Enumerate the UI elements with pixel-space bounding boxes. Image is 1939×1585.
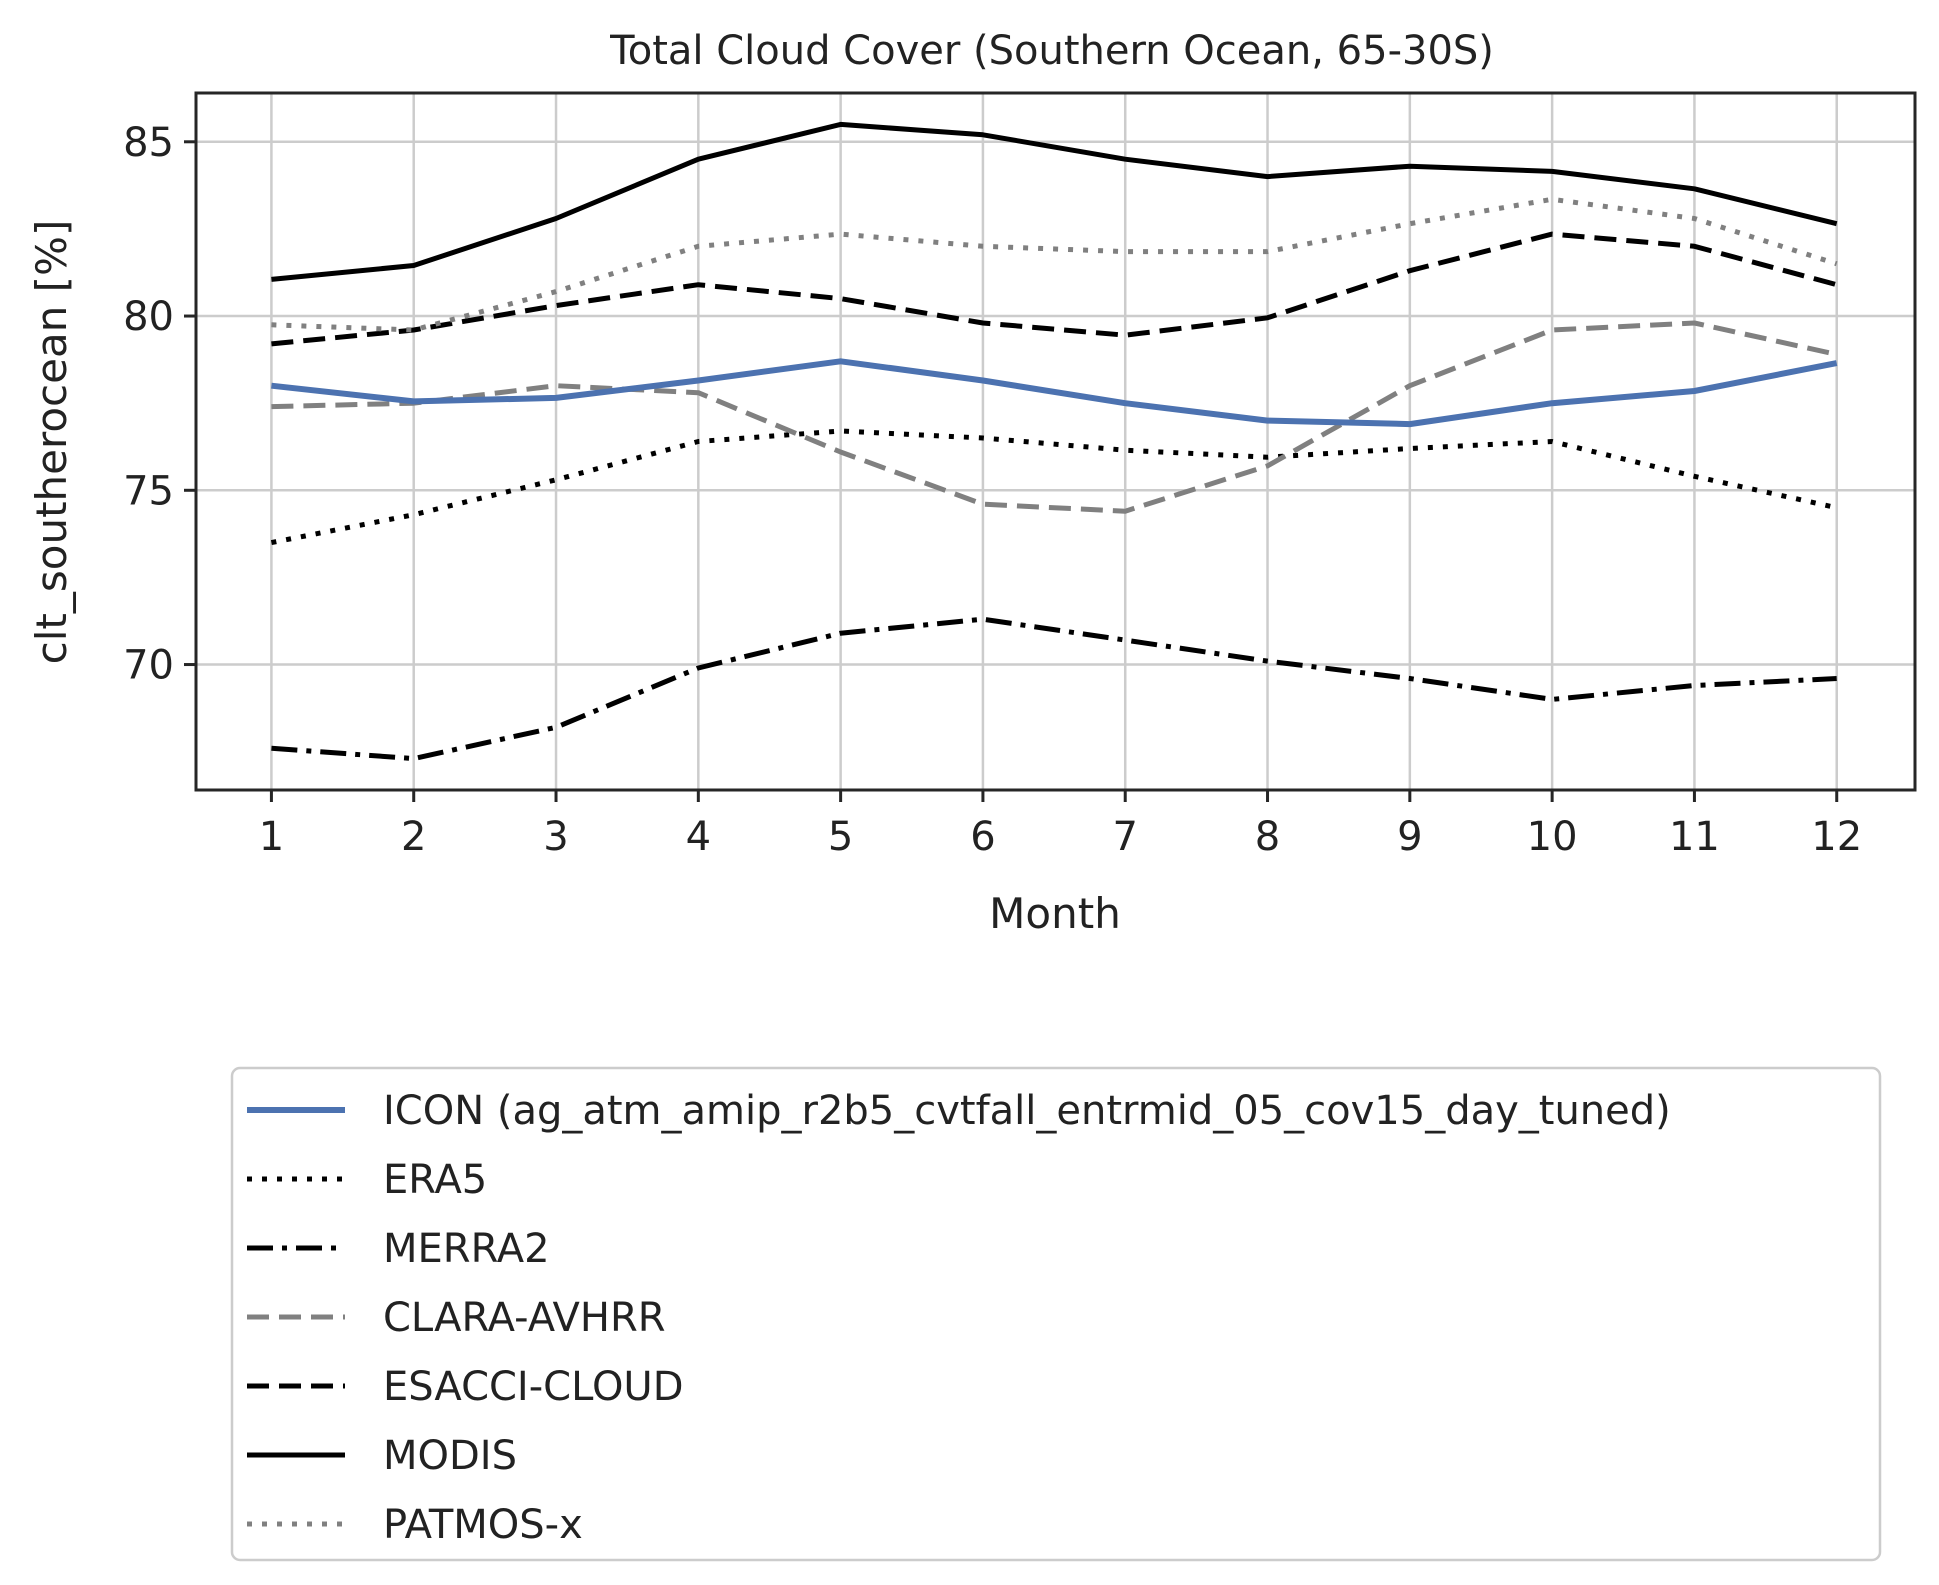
legend-label: MERRA2 xyxy=(383,1226,550,1272)
x-tick-label: 5 xyxy=(828,814,853,860)
x-axis-label: Month xyxy=(989,889,1121,938)
x-tick-label: 8 xyxy=(1255,814,1280,860)
y-tick-label: 70 xyxy=(123,643,174,689)
y-tick-label: 85 xyxy=(123,120,174,166)
y-tick-label: 80 xyxy=(123,294,174,340)
y-axis-ticks: 70 75 80 85 xyxy=(123,120,196,689)
x-tick-label: 10 xyxy=(1527,814,1578,860)
x-tick-label: 7 xyxy=(1113,814,1138,860)
x-tick-label: 1 xyxy=(259,814,284,860)
plot-frame xyxy=(194,91,1917,792)
x-axis-ticks: 1 2 3 4 5 6 7 8 9 10 11 12 xyxy=(259,790,1862,860)
x-tick-label: 9 xyxy=(1397,814,1422,860)
x-tick-label: 4 xyxy=(686,814,711,860)
legend: ICON (ag_atm_amip_r2b5_cvtfall_entrmid_0… xyxy=(247,1088,1671,1548)
series-lines xyxy=(270,121,1838,762)
grid-lines xyxy=(196,93,1915,790)
series-line xyxy=(271,320,1838,514)
series-line xyxy=(271,121,1838,282)
legend-label: MODIS xyxy=(383,1433,517,1479)
x-tick-label: 12 xyxy=(1811,814,1862,860)
series-line xyxy=(271,616,1837,762)
series-line xyxy=(271,358,1838,428)
y-axis-label: clt_southerocean [%] xyxy=(27,220,76,665)
series-line xyxy=(271,196,1838,333)
x-tick-label: 6 xyxy=(970,814,995,860)
legend-label: ICON (ag_atm_amip_r2b5_cvtfall_entrmid_0… xyxy=(383,1088,1671,1134)
x-tick-label: 11 xyxy=(1669,814,1720,860)
series-line xyxy=(271,231,1838,347)
y-tick-label: 75 xyxy=(123,468,174,514)
legend-label: PATMOS-x xyxy=(383,1502,583,1548)
legend-label: ERA5 xyxy=(383,1157,487,1203)
legend-box xyxy=(230,1066,1882,1562)
chart-title: Total Cloud Cover (Southern Ocean, 65-30… xyxy=(609,28,1494,74)
legend-label: ESACCI-CLOUD xyxy=(383,1364,684,1410)
x-tick-label: 2 xyxy=(401,814,426,860)
series-line xyxy=(270,428,1838,546)
x-tick-label: 3 xyxy=(543,814,568,860)
legend-label: CLARA-AVHRR xyxy=(383,1295,666,1341)
